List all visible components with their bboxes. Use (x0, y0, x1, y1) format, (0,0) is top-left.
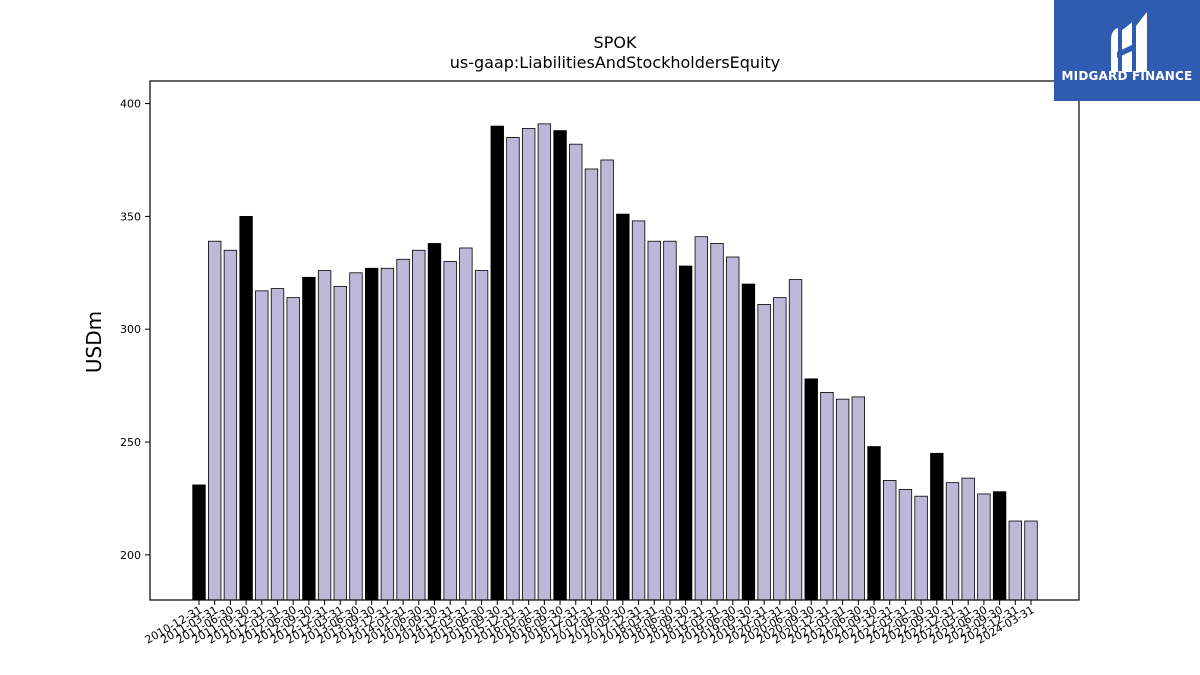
bar-2011-12-31 (255, 290, 269, 601)
bar-2020-03-31 (773, 297, 787, 601)
bar-2016-06-30 (537, 123, 552, 601)
bar-2017-03-31 (584, 168, 599, 601)
bar-2019-09-30 (741, 283, 756, 601)
bar-2018-03-31 (647, 240, 661, 601)
bar-2018-06-30 (663, 240, 677, 601)
bar-2010-12-31 (192, 484, 206, 601)
bar-2014-09-30 (427, 243, 442, 601)
bar-2021-03-31 (835, 398, 850, 601)
bar-2022-09-30 (930, 452, 944, 601)
bar-2016-09-30 (553, 130, 567, 601)
bar-2020-09-30 (804, 378, 818, 601)
y-axis-label: USDm (82, 311, 106, 373)
bar-2016-03-31 (521, 127, 536, 601)
x-axis-ticks: 2010-12-312011-03-312011-06-302011-09-30… (143, 600, 1037, 647)
y-tick-label: 250 (120, 436, 141, 449)
bar-2011-09-30 (239, 215, 253, 601)
y-tick-label: 400 (120, 98, 141, 111)
bar-2015-06-30 (474, 270, 489, 601)
bar-2021-06-30 (851, 396, 865, 601)
bar-2021-12-31 (883, 479, 897, 601)
brand-name: MIDGARD FINANCE (1061, 69, 1193, 83)
bar-2017-06-30 (600, 159, 614, 601)
bar-2015-09-30 (490, 125, 504, 601)
bar-2023-03-31 (961, 477, 975, 601)
bar-2013-03-31 (333, 285, 347, 601)
bars (192, 123, 1038, 601)
chart-subtitle: us-gaap:LiabilitiesAndStockholdersEquity (450, 53, 781, 72)
bar-2012-03-31 (270, 288, 285, 601)
bar-2022-12-31 (945, 482, 960, 601)
bar-2013-06-30 (349, 272, 363, 601)
bar-2014-06-30 (412, 249, 426, 601)
bar-2015-03-31 (459, 247, 473, 601)
bar-2017-12-31 (631, 220, 646, 601)
bar-2021-09-30 (867, 446, 881, 601)
bar-2022-06-30 (914, 495, 928, 601)
bar-2017-09-30 (616, 213, 630, 601)
y-axis-ticks: 200 250 300 350 400 (120, 98, 150, 562)
bar-2012-12-31 (317, 270, 332, 601)
bar-2012-09-30 (302, 276, 316, 601)
chart-title: SPOK (594, 33, 637, 52)
y-tick-label: 350 (120, 210, 141, 223)
bar-2019-12-31 (757, 303, 771, 601)
bar-2019-03-31 (710, 243, 724, 601)
midgard-logo-icon (1111, 12, 1147, 72)
bar-2016-12-31 (569, 143, 583, 601)
bar-2011-03-31 (208, 240, 222, 601)
bar-2023-09-30 (992, 491, 1007, 601)
bar-2018-09-30 (678, 265, 693, 601)
bar-2013-12-31 (380, 267, 395, 601)
bar-2019-06-30 (726, 256, 740, 601)
y-tick-label: 300 (120, 323, 141, 336)
bar-2024-03-31 (1024, 520, 1038, 601)
bar-2014-12-31 (443, 261, 457, 601)
plot-frame (149, 80, 1080, 601)
bar-2012-06-30 (286, 297, 300, 601)
y-tick-label: 200 (120, 549, 141, 562)
bar-2011-06-30 (223, 249, 238, 601)
bar-2023-12-31 (1008, 520, 1022, 601)
bar-2013-09-30 (364, 267, 379, 601)
bar-2015-12-31 (506, 137, 520, 601)
brand-logo: MIDGARD FINANCE (1054, 0, 1200, 101)
bar-2020-06-30 (788, 279, 803, 601)
bar-2018-12-31 (694, 236, 709, 601)
bar-2022-03-31 (898, 489, 913, 601)
bar-2023-06-30 (977, 493, 991, 601)
bar-2014-03-31 (396, 258, 410, 601)
bar-2020-12-31 (820, 391, 834, 601)
